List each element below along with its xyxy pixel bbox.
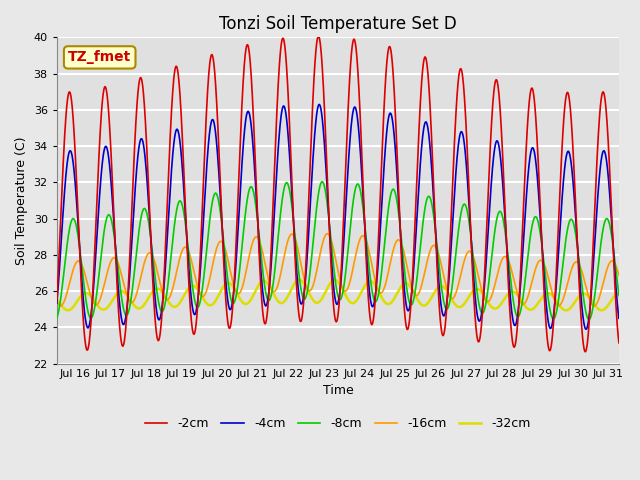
-32cm <box>562 308 570 313</box>
-32cm <box>150 287 158 293</box>
Line: -16cm: -16cm <box>57 234 619 306</box>
-8cm <box>269 286 276 292</box>
-2cm <box>615 340 623 346</box>
-32cm <box>117 288 125 294</box>
-16cm <box>269 288 276 293</box>
-8cm <box>150 267 158 273</box>
-16cm <box>323 231 331 237</box>
Line: -4cm: -4cm <box>57 105 619 329</box>
Line: -32cm: -32cm <box>57 280 619 311</box>
-2cm <box>293 286 301 291</box>
-32cm <box>293 278 301 284</box>
-16cm <box>53 299 61 304</box>
-4cm <box>293 269 301 275</box>
-2cm <box>150 305 158 311</box>
-32cm <box>295 277 303 283</box>
-8cm <box>293 251 301 256</box>
-4cm <box>316 102 323 108</box>
Legend: -2cm, -4cm, -8cm, -16cm, -32cm: -2cm, -4cm, -8cm, -16cm, -32cm <box>140 412 536 435</box>
-8cm <box>585 316 593 322</box>
-16cm <box>590 303 598 309</box>
-4cm <box>615 315 623 321</box>
-2cm <box>117 336 125 342</box>
-2cm <box>315 34 323 39</box>
-4cm <box>604 173 612 179</box>
-2cm <box>543 338 551 344</box>
-2cm <box>53 298 61 304</box>
-32cm <box>543 290 551 296</box>
-16cm <box>150 257 158 263</box>
-16cm <box>615 273 623 278</box>
Line: -2cm: -2cm <box>57 36 619 352</box>
-4cm <box>117 312 125 318</box>
-16cm <box>543 272 551 277</box>
-8cm <box>604 217 612 223</box>
-16cm <box>604 263 612 269</box>
-32cm <box>615 290 623 296</box>
-4cm <box>543 314 551 320</box>
-16cm <box>117 270 125 276</box>
-8cm <box>543 291 551 297</box>
Title: Tonzi Soil Temperature Set D: Tonzi Soil Temperature Set D <box>219 15 457 33</box>
-8cm <box>615 293 623 299</box>
-32cm <box>53 296 61 302</box>
Text: TZ_fmet: TZ_fmet <box>68 50 131 64</box>
-2cm <box>604 139 612 145</box>
-32cm <box>269 288 276 294</box>
Line: -8cm: -8cm <box>57 182 619 319</box>
Y-axis label: Soil Temperature (C): Soil Temperature (C) <box>15 136 28 265</box>
-32cm <box>604 302 612 308</box>
-4cm <box>53 300 61 306</box>
-2cm <box>269 218 276 224</box>
-8cm <box>117 290 125 296</box>
-16cm <box>293 241 301 247</box>
-4cm <box>150 286 158 292</box>
-4cm <box>582 326 590 332</box>
-8cm <box>318 179 326 185</box>
-8cm <box>53 315 61 321</box>
X-axis label: Time: Time <box>323 384 353 397</box>
-4cm <box>269 243 276 249</box>
-2cm <box>581 349 589 355</box>
